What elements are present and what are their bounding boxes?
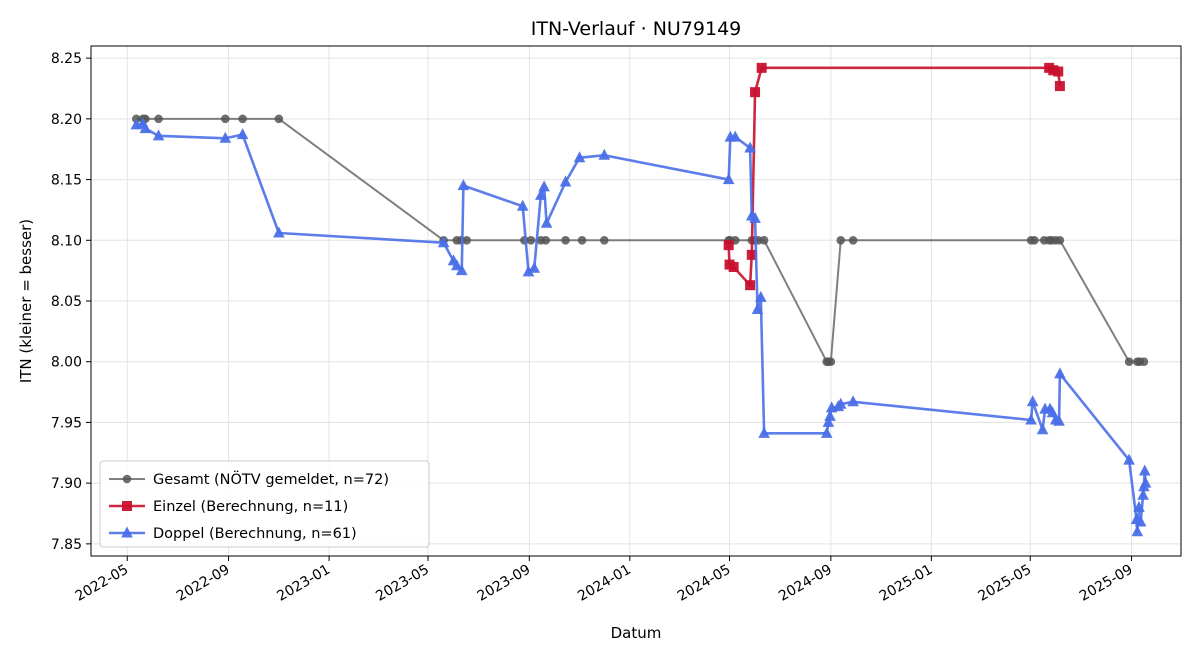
- data-point: [236, 128, 249, 140]
- y-tick-label: 8.10: [51, 233, 82, 249]
- series-1: [723, 62, 1065, 291]
- data-point: [1138, 464, 1151, 476]
- data-point: [457, 179, 470, 191]
- data-point: [758, 426, 770, 438]
- data-point: [1134, 515, 1147, 527]
- data-point: [1053, 414, 1065, 426]
- data-point: [1124, 357, 1134, 367]
- data-point: [744, 141, 756, 153]
- data-point: [152, 129, 165, 141]
- data-point: [1025, 413, 1037, 425]
- data-point: [750, 87, 761, 98]
- data-point: [139, 122, 152, 134]
- data-point: [1054, 81, 1065, 92]
- data-point: [1054, 367, 1066, 379]
- data-point: [528, 261, 541, 273]
- data-point: [573, 151, 586, 163]
- legend-item: Einzel (Berechnung, n=11): [109, 499, 348, 515]
- data-point: [1131, 525, 1144, 537]
- series-layer: [130, 62, 1152, 537]
- legend-item: Gesamt (NÖTV gemeldet, n=72): [109, 470, 389, 488]
- data-point: [1053, 66, 1064, 77]
- data-point: [154, 114, 163, 124]
- data-point: [723, 240, 734, 251]
- data-point: [599, 235, 609, 245]
- data-point: [751, 303, 764, 314]
- y-axis-label: ITN (kleiner = besser): [17, 219, 35, 383]
- legend-label: Einzel (Berechnung, n=11): [153, 499, 348, 515]
- data-point: [121, 526, 133, 538]
- data-point: [1139, 476, 1152, 488]
- x-axis-label: Datum: [611, 624, 662, 642]
- data-point: [598, 148, 611, 160]
- y-tick-label: 8.20: [51, 112, 82, 128]
- y-tick-label: 7.90: [51, 476, 82, 492]
- data-point: [538, 180, 550, 192]
- data-point: [541, 235, 551, 245]
- data-point: [848, 235, 858, 245]
- legend-label: Doppel (Berechnung, n=61): [153, 526, 357, 542]
- legend-item: Doppel (Berechnung, n=61): [109, 526, 357, 542]
- legend: Gesamt (NÖTV gemeldet, n=72) Einzel (Bere…: [99, 460, 430, 548]
- data-point: [824, 409, 836, 421]
- data-point: [820, 426, 833, 438]
- chart-title: ITN-Verlauf · NU79149: [531, 18, 742, 40]
- y-tick-label: 8.00: [51, 355, 82, 371]
- data-point: [516, 199, 529, 211]
- data-point: [834, 397, 847, 409]
- y-tick-label: 7.85: [51, 537, 82, 553]
- data-point: [561, 235, 570, 245]
- data-point: [729, 130, 742, 142]
- data-point: [847, 395, 859, 407]
- data-point: [535, 188, 547, 200]
- y-tick-label: 8.15: [51, 173, 82, 189]
- data-point: [437, 236, 450, 248]
- data-point: [455, 264, 468, 276]
- legend-box: [99, 460, 430, 548]
- y-tick-label: 8.25: [51, 51, 82, 67]
- data-point: [1030, 235, 1039, 245]
- y-tick-label: 8.05: [51, 294, 82, 310]
- data-point: [722, 173, 735, 185]
- data-point: [1139, 357, 1149, 367]
- series-2: [130, 117, 1152, 537]
- data-point: [540, 216, 553, 228]
- data-point: [577, 235, 587, 245]
- data-point: [1055, 235, 1065, 245]
- data-point: [122, 501, 132, 511]
- data-point: [822, 415, 835, 427]
- data-point: [756, 62, 767, 73]
- data-point: [526, 235, 536, 245]
- data-point: [220, 114, 230, 124]
- data-point: [1123, 453, 1135, 465]
- y-tick-label: 7.95: [51, 415, 82, 431]
- data-point: [1036, 423, 1049, 435]
- data-point: [746, 249, 757, 260]
- data-point: [1026, 395, 1039, 407]
- data-point: [462, 235, 471, 245]
- data-point: [238, 114, 247, 124]
- data-point: [559, 175, 572, 187]
- data-point: [745, 280, 756, 291]
- legend-label: Gesamt (NÖTV gemeldet, n=72): [153, 470, 389, 488]
- data-point: [451, 259, 463, 271]
- data-point: [1133, 500, 1145, 512]
- data-point: [759, 235, 769, 245]
- data-point: [219, 131, 232, 143]
- data-point: [728, 262, 739, 272]
- data-point: [122, 474, 132, 484]
- data-point: [1137, 488, 1149, 500]
- data-point: [836, 235, 846, 245]
- data-point: [826, 357, 836, 367]
- data-point: [522, 265, 535, 277]
- data-point: [755, 290, 767, 302]
- data-point: [749, 211, 761, 223]
- data-point: [274, 114, 284, 124]
- data-point: [273, 226, 285, 238]
